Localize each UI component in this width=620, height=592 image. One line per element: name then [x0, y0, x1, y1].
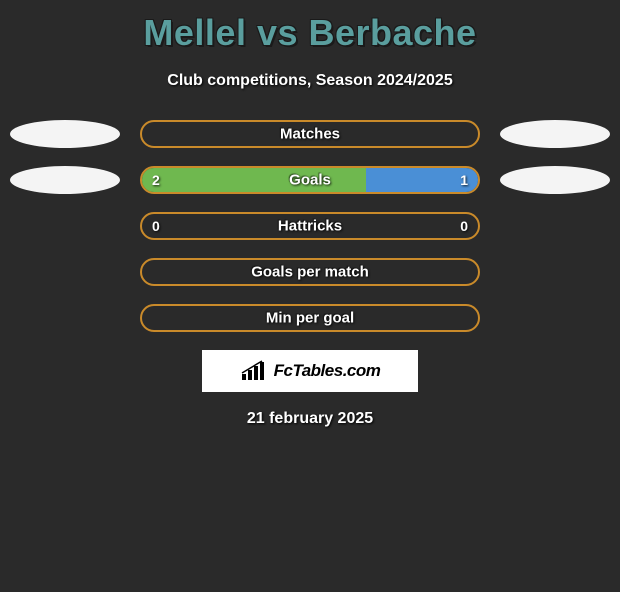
stat-row: Matches	[0, 120, 620, 148]
stat-value-left: 0	[152, 218, 160, 234]
stat-label: Hattricks	[278, 218, 342, 235]
spacer	[500, 258, 610, 286]
spacer	[500, 212, 610, 240]
stats-container: Matches Goals 2 1 Hattricks 0 0 Goals per match…	[0, 120, 620, 332]
stat-label: Min per goal	[266, 310, 354, 327]
stat-bar: Goals 2 1	[140, 166, 480, 194]
stat-label: Goals	[289, 172, 331, 189]
footer-date: 21 february 2025	[0, 410, 620, 428]
bars-icon	[240, 360, 268, 382]
page-title: Mellel vs Berbache	[0, 12, 620, 54]
player-left-oval	[10, 120, 120, 148]
stat-bar: Goals per match	[140, 258, 480, 286]
stat-value-right: 0	[460, 218, 468, 234]
spacer	[10, 304, 120, 332]
branding-box: FcTables.com	[202, 350, 418, 392]
spacer	[10, 212, 120, 240]
spacer	[10, 258, 120, 286]
player-left-oval	[10, 166, 120, 194]
stat-bar: Hattricks 0 0	[140, 212, 480, 240]
stat-value-right: 1	[460, 172, 468, 188]
stat-label: Matches	[280, 126, 340, 143]
stat-row: Goals 2 1	[0, 166, 620, 194]
stat-value-left: 2	[152, 172, 160, 188]
stat-bar: Matches	[140, 120, 480, 148]
stat-bar: Min per goal	[140, 304, 480, 332]
stat-label: Goals per match	[251, 264, 369, 281]
player-right-oval	[500, 166, 610, 194]
stat-row: Hattricks 0 0	[0, 212, 620, 240]
subtitle: Club competitions, Season 2024/2025	[0, 72, 620, 90]
spacer	[500, 304, 610, 332]
stat-row: Min per goal	[0, 304, 620, 332]
player-right-oval	[500, 120, 610, 148]
bar-fill-left	[142, 168, 366, 192]
branding-text: FcTables.com	[274, 361, 381, 381]
stat-row: Goals per match	[0, 258, 620, 286]
